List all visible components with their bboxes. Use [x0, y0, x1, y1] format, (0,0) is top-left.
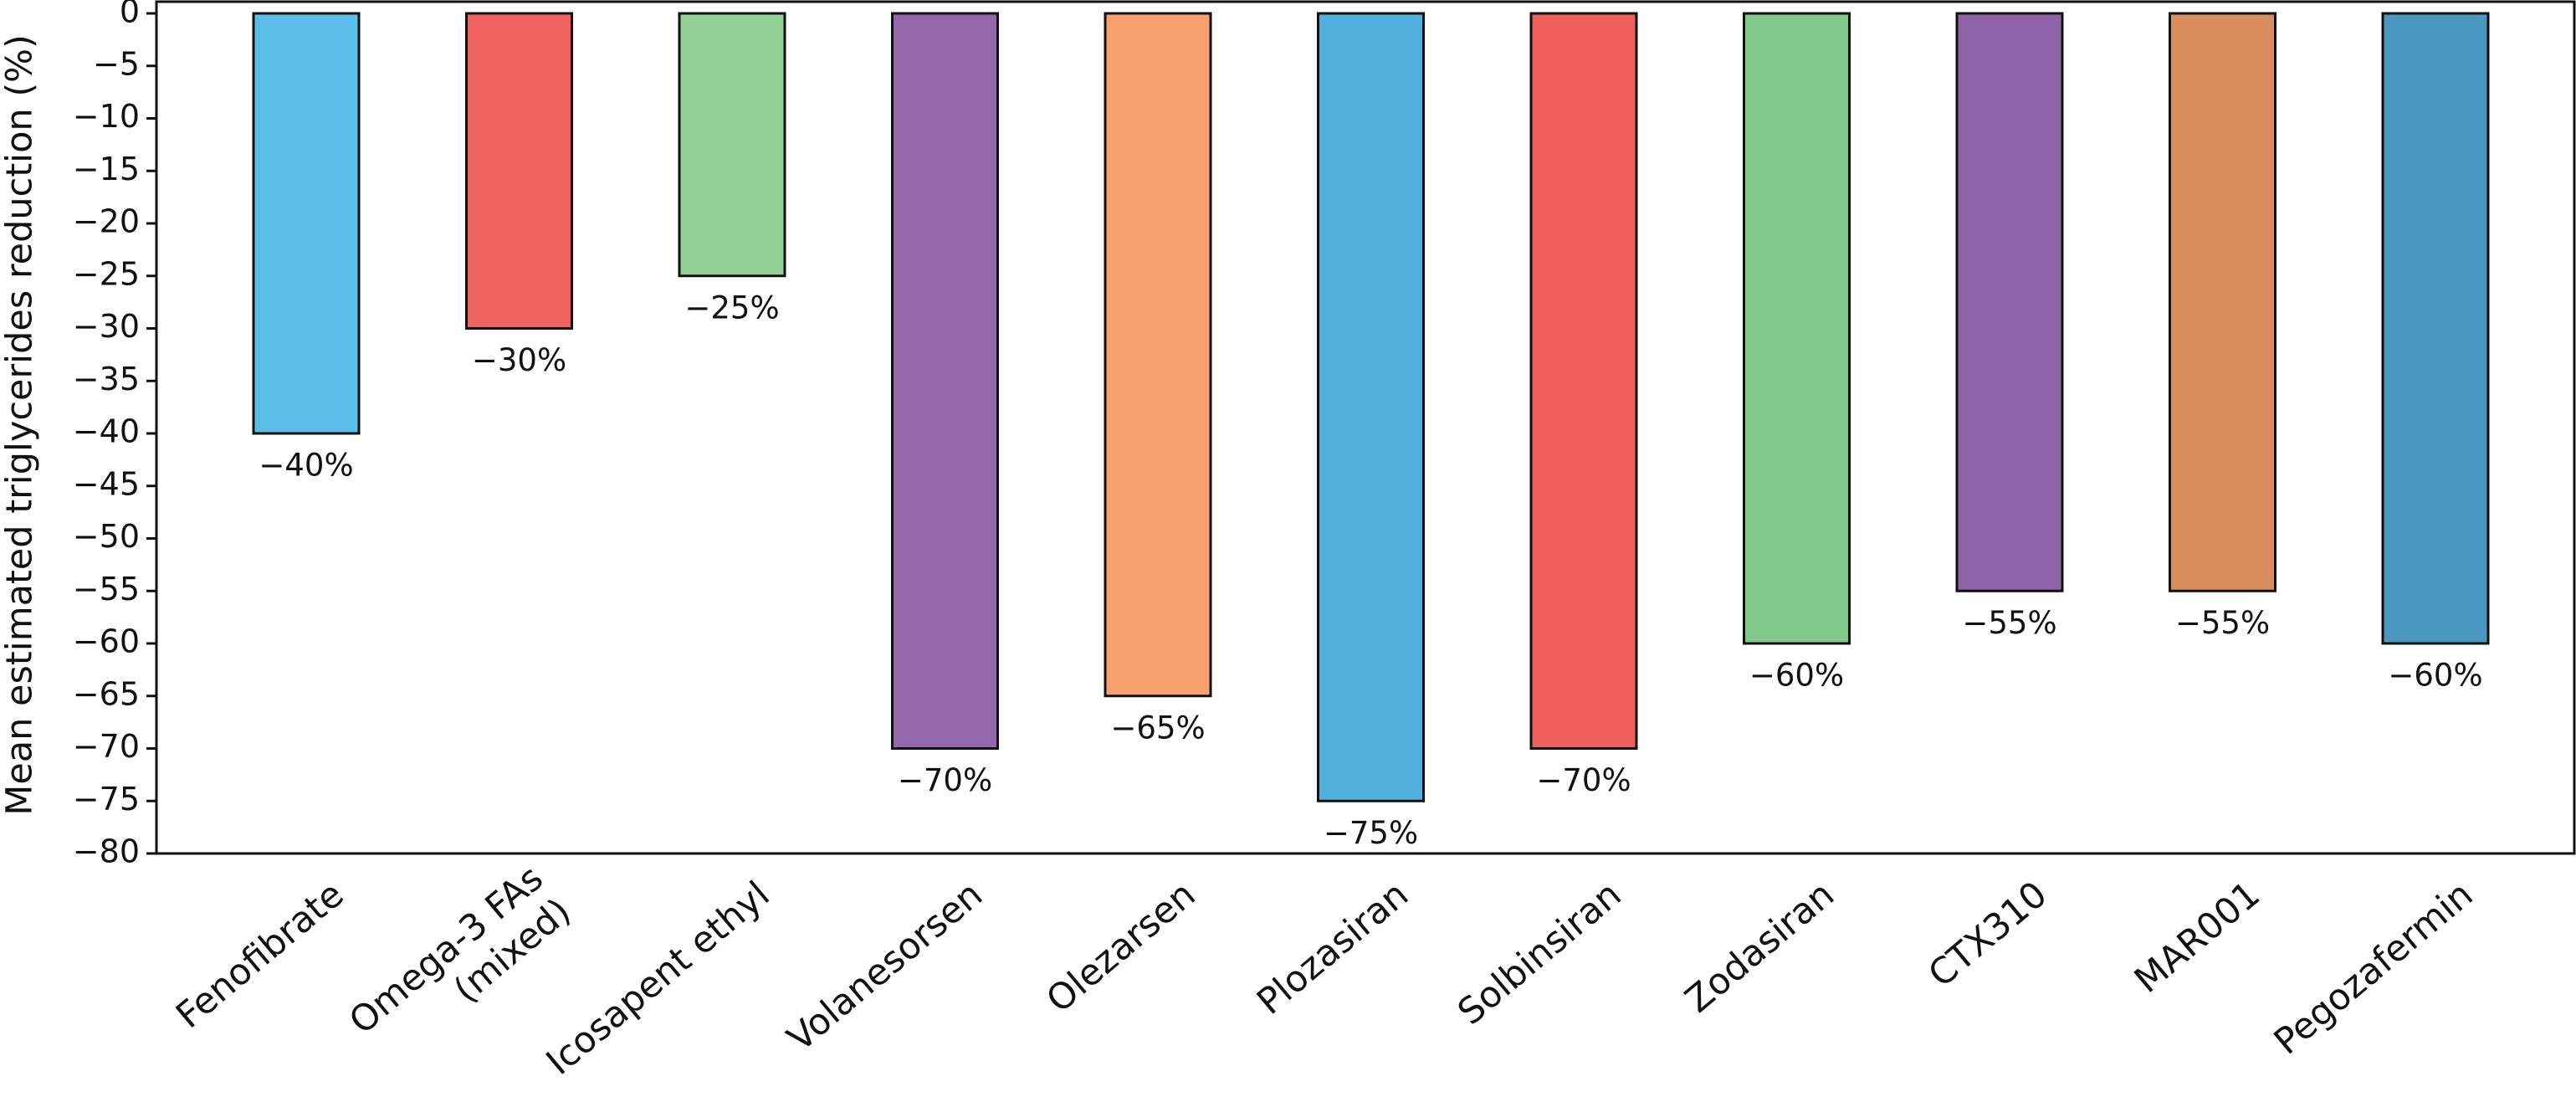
value-label: −30%: [472, 342, 566, 378]
y-tick-label: −45: [73, 465, 140, 502]
value-label: −40%: [259, 448, 353, 484]
value-label: −70%: [1536, 762, 1631, 798]
bar: [465, 12, 573, 330]
bar: [1743, 12, 1851, 645]
bar: [252, 12, 361, 435]
y-tick-label: −15: [73, 151, 140, 187]
y-tick-label: −20: [73, 203, 140, 240]
y-tick-label: −40: [73, 413, 140, 450]
value-label: −55%: [1962, 605, 2056, 641]
value-label: −60%: [1749, 658, 1844, 694]
y-tick-label: −60: [73, 623, 140, 660]
bar: [1317, 12, 1425, 802]
x-tick-label: Solbinsiran: [1450, 874, 1629, 1033]
y-tick-label: −10: [73, 98, 140, 135]
y-tick-label: −75: [73, 781, 140, 818]
y-tick-label: −5: [93, 45, 140, 82]
bar: [891, 12, 999, 750]
bar: [2169, 12, 2276, 592]
x-tick-label: Pegozafermin: [2266, 874, 2481, 1064]
y-tick-label: −50: [73, 518, 140, 555]
value-label: −75%: [1324, 815, 1418, 851]
y-tick-label: −35: [73, 361, 140, 397]
value-label: −55%: [2175, 605, 2270, 641]
bar: [678, 12, 786, 278]
x-tick-label: CTX310: [1921, 874, 2056, 996]
y-tick-label: −55: [73, 571, 140, 607]
x-tick-label: Fenofibrate: [168, 874, 351, 1037]
x-tick-label: MAR001: [2127, 874, 2268, 1002]
bar: [1955, 12, 2064, 592]
y-tick-label: −25: [73, 255, 140, 292]
x-tick-label: Plozasiran: [1249, 874, 1416, 1023]
y-tick-label: −65: [73, 675, 140, 712]
value-label: −65%: [1110, 710, 1205, 746]
bar: [2381, 12, 2490, 645]
y-tick-label: −80: [73, 833, 140, 870]
x-tick-label: Omega-3 FAs(mixed): [341, 857, 579, 1075]
y-tick-label: −70: [73, 728, 140, 765]
y-tick-label: −30: [73, 308, 140, 345]
bar: [1104, 12, 1212, 698]
value-label: −25%: [684, 290, 779, 325]
value-label: −60%: [2388, 658, 2482, 694]
y-tick-label: 0: [120, 0, 140, 30]
x-tick-label: Volanesorsen: [780, 874, 991, 1060]
bar: [1529, 12, 1638, 750]
x-tick-label: Zodasiran: [1677, 874, 1842, 1022]
y-axis-label: Mean estimated triglycerides reduction (…: [0, 34, 41, 816]
value-label: −70%: [898, 762, 992, 798]
x-tick-label: Icosapent ethyl: [539, 874, 778, 1084]
plot-frame: [155, 0, 2576, 855]
x-tick-label: Olezarsen: [1039, 874, 1204, 1021]
